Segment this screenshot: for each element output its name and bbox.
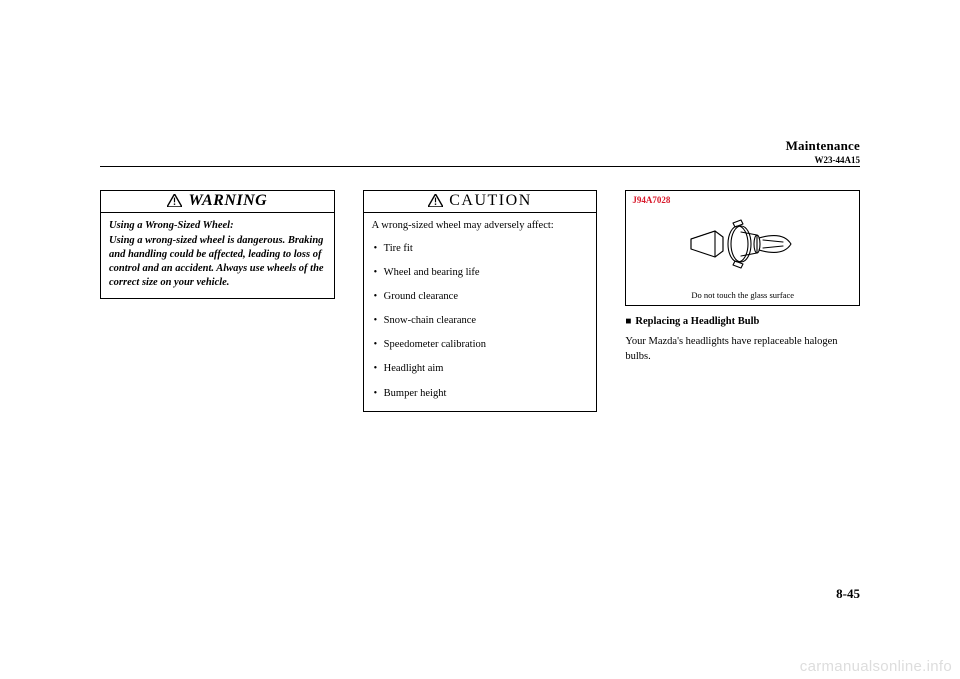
caution-lead: A wrong-sized wheel may adversely affect…	[372, 219, 589, 233]
header-rule	[100, 166, 860, 167]
warning-label: WARNING	[188, 192, 267, 210]
column-2: CAUTION A wrong-sized wheel may adversel…	[363, 190, 598, 412]
list-item: Ground clearance	[372, 290, 589, 304]
list-item: Snow-chain clearance	[372, 314, 589, 328]
page-header: Maintenance W23-44A15	[786, 138, 860, 165]
columns: WARNING Using a Wrong-Sized Wheel: Using…	[100, 190, 860, 412]
bulb-illustration	[683, 209, 803, 284]
caution-icon	[428, 194, 443, 207]
column-1: WARNING Using a Wrong-Sized Wheel: Using…	[100, 190, 335, 412]
section-code: W23-44A15	[786, 155, 860, 165]
list-item: Bumper height	[372, 387, 589, 401]
list-item: Tire fit	[372, 242, 589, 256]
square-bullet-icon: ■	[625, 316, 631, 327]
column-3: J94A7028	[625, 190, 860, 412]
warning-box: WARNING Using a Wrong-Sized Wheel: Using…	[100, 190, 335, 299]
page-number: 8-45	[836, 586, 860, 602]
subsection-title: Replacing a Headlight Bulb	[635, 316, 759, 327]
caution-box: CAUTION A wrong-sized wheel may adversel…	[363, 190, 598, 412]
section-title: Maintenance	[786, 138, 860, 154]
manual-page: Maintenance W23-44A15 WA	[90, 132, 870, 612]
subsection-head: ■ Replacing a Headlight Bulb	[625, 316, 860, 327]
page: Maintenance W23-44A15 WA	[0, 0, 960, 679]
caution-list: Tire fit Wheel and bearing life Ground c…	[372, 242, 589, 401]
figure-caption: Do not touch the glass surface	[626, 290, 859, 300]
figure-box: J94A7028	[625, 190, 860, 306]
warning-body: Using a Wrong-Sized Wheel: Using a wrong…	[101, 213, 334, 298]
list-item: Wheel and bearing life	[372, 266, 589, 280]
warning-icon	[167, 194, 182, 207]
subsection-text: Your Mazda's headlights have replaceable…	[625, 335, 860, 364]
figure-code: J94A7028	[632, 195, 853, 205]
caution-body: A wrong-sized wheel may adversely affect…	[364, 213, 597, 410]
list-item: Headlight aim	[372, 362, 589, 376]
caution-label: CAUTION	[449, 192, 532, 210]
list-item: Speedometer calibration	[372, 338, 589, 352]
warning-title: Using a Wrong-Sized Wheel:	[109, 219, 326, 233]
warning-head: WARNING	[101, 191, 334, 213]
caution-head: CAUTION	[364, 191, 597, 213]
warning-text: Using a wrong-sized wheel is dangerous. …	[109, 234, 326, 291]
watermark: carmanualsonline.info	[800, 658, 952, 675]
